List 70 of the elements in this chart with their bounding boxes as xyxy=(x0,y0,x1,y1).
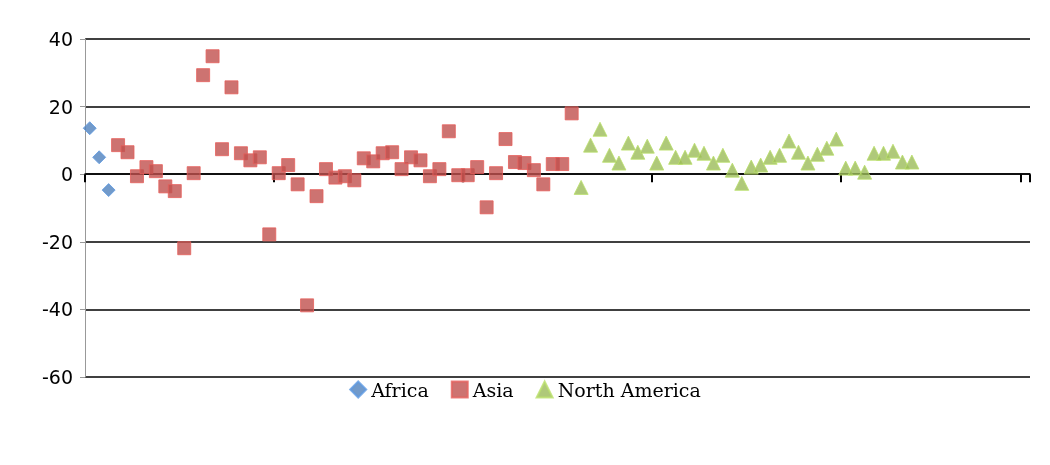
point xyxy=(470,160,485,175)
point xyxy=(847,160,863,176)
point xyxy=(724,162,740,178)
point xyxy=(489,166,504,181)
y-tick-label: -20 xyxy=(41,230,73,253)
point xyxy=(167,184,182,199)
y-tick-label: 0 xyxy=(60,163,73,186)
point xyxy=(639,138,655,154)
point xyxy=(300,298,315,313)
y-tick-label: -60 xyxy=(41,366,73,388)
point xyxy=(441,124,456,139)
point xyxy=(592,121,608,137)
point xyxy=(347,173,362,188)
point xyxy=(120,145,135,160)
point xyxy=(281,158,296,173)
point xyxy=(583,137,599,153)
y-tick-label: 40 xyxy=(48,28,73,50)
point xyxy=(677,149,693,165)
point xyxy=(432,162,447,177)
point xyxy=(309,189,324,204)
point xyxy=(753,157,769,173)
point xyxy=(734,175,750,191)
point xyxy=(705,155,721,171)
point xyxy=(904,154,920,170)
point xyxy=(385,145,400,160)
point xyxy=(413,153,428,168)
point xyxy=(394,162,409,177)
point xyxy=(82,121,97,136)
point xyxy=(498,132,513,147)
point xyxy=(790,144,806,160)
point xyxy=(536,177,551,192)
point xyxy=(196,68,211,83)
point xyxy=(800,155,816,171)
point xyxy=(696,145,712,161)
point xyxy=(620,135,636,151)
point xyxy=(148,164,163,179)
point xyxy=(601,147,617,163)
point xyxy=(658,135,674,151)
legend-label: North America xyxy=(557,378,701,401)
point xyxy=(205,49,220,64)
point xyxy=(186,166,201,181)
legend-label: Africa xyxy=(370,378,429,401)
point xyxy=(885,143,901,159)
point xyxy=(526,163,541,178)
point xyxy=(630,144,646,160)
point xyxy=(224,80,239,95)
point xyxy=(101,183,116,198)
point xyxy=(781,133,797,149)
point xyxy=(715,147,731,163)
point xyxy=(857,164,873,180)
point xyxy=(828,131,844,147)
y-tick-label: -40 xyxy=(41,298,73,321)
point xyxy=(215,142,230,157)
point xyxy=(252,150,267,165)
legend-label: Asia xyxy=(471,378,514,401)
point xyxy=(177,241,192,256)
point xyxy=(687,142,703,158)
point xyxy=(611,155,627,171)
point xyxy=(479,200,494,215)
point xyxy=(555,157,570,172)
point xyxy=(564,106,579,121)
point xyxy=(809,146,825,162)
point xyxy=(573,179,589,195)
point xyxy=(92,150,107,165)
y-tick-label: 20 xyxy=(48,95,73,118)
point xyxy=(290,177,305,192)
point xyxy=(772,147,788,163)
point xyxy=(262,227,277,242)
point xyxy=(649,155,665,171)
point xyxy=(819,140,835,156)
